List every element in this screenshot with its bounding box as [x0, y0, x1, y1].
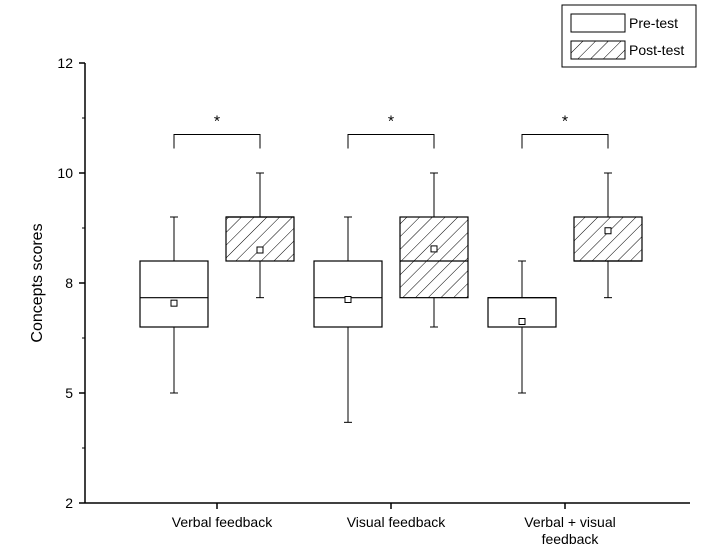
category-label-line: Visual feedback: [347, 514, 447, 530]
mean-marker-pre-combined: [518, 318, 526, 325]
box-pre-verbal: [139, 260, 209, 328]
box-post-combined: [573, 216, 643, 262]
box-post-visual: [399, 216, 469, 299]
significance-bracket-verbal: [173, 134, 261, 149]
mean-marker-post-combined: [604, 227, 612, 235]
y-tick-label: 8: [65, 275, 73, 291]
legend-label-pre: Pre-test: [629, 15, 678, 31]
box-post-verbal: [225, 216, 295, 262]
category-label-verbal: Verbal feedback: [172, 514, 273, 530]
legend-swatch-pre: [570, 13, 626, 33]
mean-marker-pre-verbal: [170, 299, 178, 307]
y-tick-label: 12: [57, 55, 73, 71]
category-label-visual: Visual feedback: [347, 514, 447, 530]
y-axis-title: Concepts scores: [29, 223, 46, 342]
y-tick-label: 5: [65, 385, 73, 401]
significance-star-verbal: *: [214, 114, 220, 131]
category-label-line: Verbal + visual: [524, 514, 615, 530]
mean-marker-post-verbal: [256, 246, 264, 254]
mean-marker-post-visual: [430, 245, 438, 253]
legend-swatch-post: [570, 40, 626, 60]
y-tick-label: 2: [65, 495, 73, 511]
significance-bracket-visual: [347, 134, 435, 149]
box-pre-visual: [313, 260, 383, 328]
mean-marker-pre-visual: [344, 296, 352, 303]
legend-label-post: Post-test: [629, 42, 684, 58]
significance-bracket-combined: [521, 134, 609, 149]
category-label-combined: Verbal + visual feedback: [524, 514, 615, 547]
category-label-line: feedback: [542, 531, 600, 547]
significance-star-visual: *: [388, 114, 394, 131]
significance-star-combined: *: [562, 114, 568, 131]
y-tick-label: 10: [57, 165, 73, 181]
category-label-line: Verbal feedback: [172, 514, 273, 530]
